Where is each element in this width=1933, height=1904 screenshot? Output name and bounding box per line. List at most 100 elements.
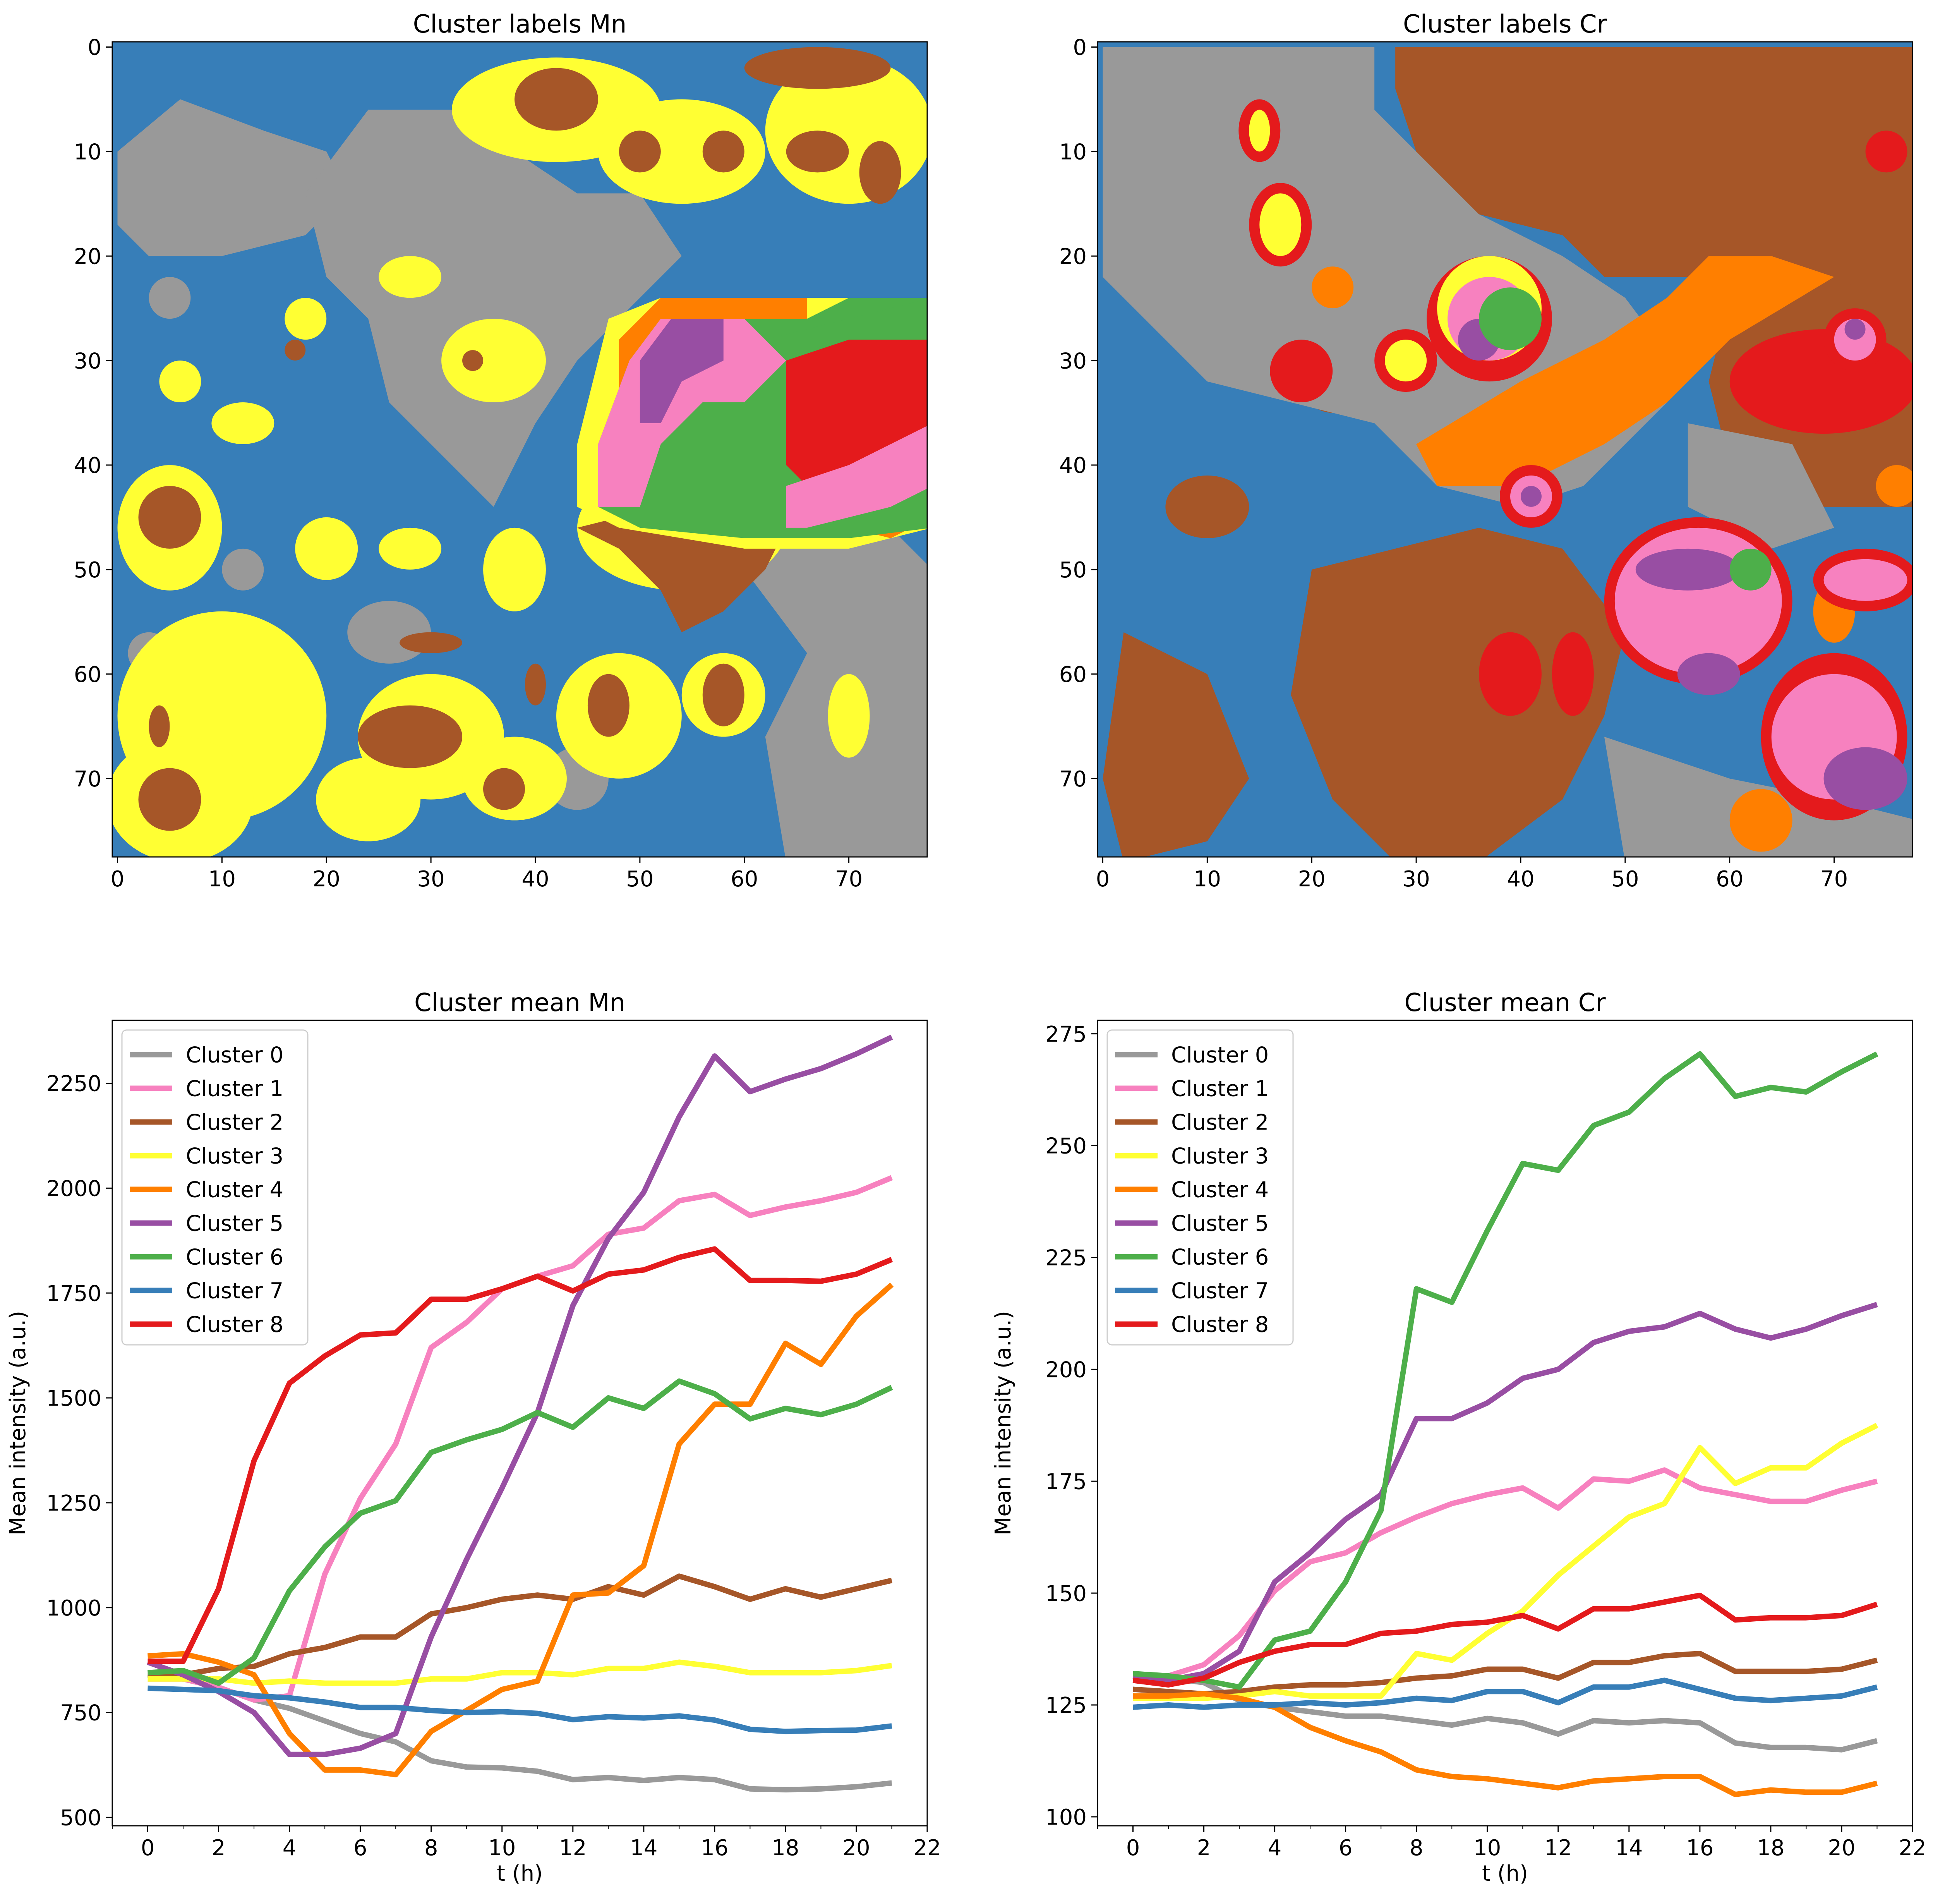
cluster-8-region xyxy=(1552,632,1594,716)
series-line-cluster-8 xyxy=(1132,1592,1878,1688)
legend-entry: Cluster 1 xyxy=(1171,1076,1269,1102)
x-tick-label: 10 xyxy=(488,1835,516,1861)
cluster-2-region xyxy=(619,130,661,173)
y-tick-label: 10 xyxy=(74,140,101,165)
y-tick-label: 1250 xyxy=(46,1491,101,1516)
series-line-cluster-2 xyxy=(148,1573,893,1677)
legend: Cluster 0 Cluster 1 Cluster 2 Cluster 3 Clus… xyxy=(121,1029,309,1346)
y-tick-label: 50 xyxy=(1059,558,1087,583)
y-tick-label: 175 xyxy=(1045,1469,1087,1494)
cluster-6-region xyxy=(1479,287,1542,350)
cluster-0-region xyxy=(305,110,682,507)
series-line-cluster-2 xyxy=(1133,1651,1878,1697)
chart-title: Cluster mean Mn xyxy=(414,989,625,1017)
x-tick-label: 2 xyxy=(1197,1835,1211,1861)
y-tick-label: 40 xyxy=(74,453,101,478)
cluster-3-region xyxy=(1385,340,1427,382)
series-line-cluster-6 xyxy=(1133,1051,1878,1690)
x-tick-label: 30 xyxy=(417,867,444,892)
y-tick-label: 20 xyxy=(1059,244,1087,269)
y-tick-label: 30 xyxy=(1059,349,1087,374)
x-axis-label: t (h) xyxy=(1482,1861,1528,1886)
x-tick-label: 20 xyxy=(1298,867,1326,892)
x-tick-label: 8 xyxy=(1410,1835,1424,1861)
cluster-2-region xyxy=(744,47,891,89)
heatmap-image xyxy=(112,42,927,857)
legend-entry: Cluster 2 xyxy=(1171,1110,1269,1135)
legend-entry: Cluster 8 xyxy=(1171,1312,1269,1337)
x-tick-label: 60 xyxy=(731,867,758,892)
x-tick-label: 6 xyxy=(353,1835,367,1861)
x-tick-label: 22 xyxy=(1899,1835,1926,1861)
cluster-2-region xyxy=(1395,47,1912,298)
heatmap-image xyxy=(1098,42,1912,857)
cluster-2-region xyxy=(462,350,484,371)
x-tick-label: 22 xyxy=(913,1835,941,1861)
cluster-5-region xyxy=(640,319,724,424)
cluster-0-region xyxy=(222,548,264,591)
cluster-8-region xyxy=(1729,329,1912,434)
cluster-0-region xyxy=(723,465,927,857)
cluster-2-region xyxy=(285,340,306,361)
x-tick-label: 40 xyxy=(521,867,549,892)
cluster-4-region xyxy=(1876,465,1912,507)
cluster-3-region xyxy=(441,319,546,403)
y-tick-label: 100 xyxy=(1045,1805,1087,1830)
y-tick-label: 1750 xyxy=(46,1281,101,1306)
cluster-4-region xyxy=(1729,789,1792,852)
y-tick-label: 250 xyxy=(1045,1134,1087,1159)
series-line-cluster-6 xyxy=(148,1378,893,1686)
y-tick-label: 2000 xyxy=(46,1176,101,1201)
x-tick-label: 10 xyxy=(208,867,236,892)
cluster-3-region xyxy=(285,298,327,340)
axes-frame xyxy=(111,1020,928,1827)
cluster-4-region xyxy=(1312,266,1354,309)
y-tick-label: 750 xyxy=(60,1701,101,1726)
axes-frame xyxy=(111,41,928,858)
cluster-4-region xyxy=(619,298,807,424)
cluster-2-region xyxy=(138,486,201,549)
cluster-3-region xyxy=(1249,110,1270,152)
y-tick-label: 20 xyxy=(74,244,101,269)
series-line-cluster-7 xyxy=(148,1685,892,1734)
cluster-5-region xyxy=(1635,548,1740,591)
series-line-cluster-3 xyxy=(1133,1423,1878,1701)
series-line-cluster-8 xyxy=(148,1246,893,1664)
cluster-2-region xyxy=(483,768,525,810)
x-tick-label: 0 xyxy=(1126,1835,1140,1861)
cluster-3-region xyxy=(483,527,546,611)
y-tick-label: 60 xyxy=(74,662,101,687)
y-tick-label: 275 xyxy=(1045,1022,1087,1047)
y-tick-label: 30 xyxy=(74,349,101,374)
cluster-5-region xyxy=(1844,319,1866,340)
x-tick-label: 0 xyxy=(141,1835,155,1861)
cluster-3-region xyxy=(295,517,358,580)
x-tick-label: 0 xyxy=(1096,867,1110,892)
x-tick-label: 20 xyxy=(1828,1835,1855,1861)
x-tick-label: 12 xyxy=(1544,1835,1572,1861)
legend: Cluster 0 Cluster 1 Cluster 2 Cluster 3 Clus… xyxy=(1106,1029,1294,1346)
x-tick-label: 18 xyxy=(1757,1835,1784,1861)
cluster-1-region xyxy=(786,426,927,528)
y-tick-label: 50 xyxy=(74,558,101,583)
y-tick-label: 70 xyxy=(1059,767,1087,792)
x-tick-label: 30 xyxy=(1402,867,1430,892)
x-tick-label: 20 xyxy=(313,867,340,892)
chart-title: Cluster labels Cr xyxy=(1403,10,1607,39)
legend-entry: Cluster 4 xyxy=(186,1178,283,1203)
x-axis-label: t (h) xyxy=(497,1861,543,1886)
cluster-2-region xyxy=(1103,632,1249,857)
cluster-1-region xyxy=(1823,559,1907,601)
y-tick-label: 125 xyxy=(1045,1693,1087,1718)
y-axis-label: Mean intensity (a.u.) xyxy=(5,1311,31,1535)
legend-entry: Cluster 7 xyxy=(1171,1279,1269,1304)
chart-title: Cluster labels Mn xyxy=(413,10,627,39)
legend-entry: Cluster 3 xyxy=(1171,1144,1269,1169)
legend-entry: Cluster 0 xyxy=(1171,1043,1269,1068)
cluster-2-region xyxy=(1291,527,1625,857)
x-tick-label: 70 xyxy=(1820,867,1848,892)
y-tick-label: 60 xyxy=(1059,662,1087,687)
y-tick-label: 0 xyxy=(1073,35,1087,60)
cluster-5-region xyxy=(1677,653,1740,695)
